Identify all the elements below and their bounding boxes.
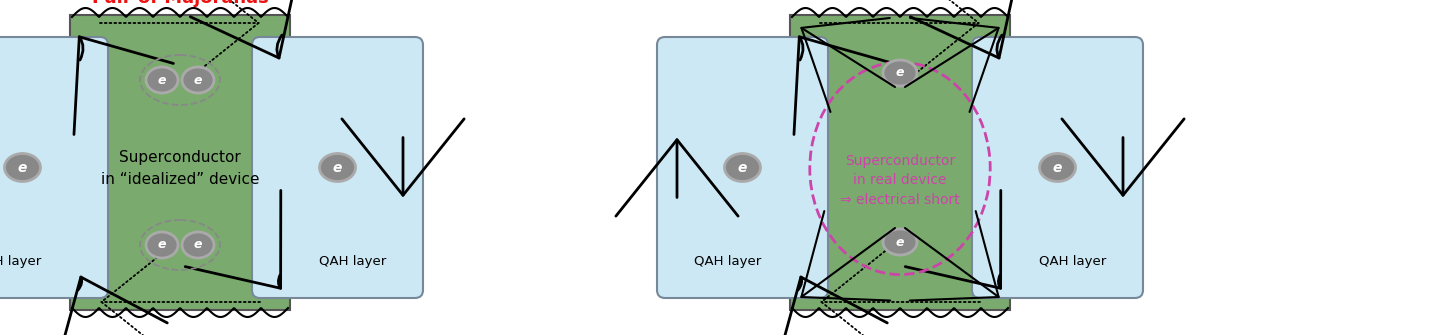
Text: Superconductor
in “idealized” device: Superconductor in “idealized” device [101, 150, 259, 187]
Text: e: e [158, 239, 166, 252]
Ellipse shape [883, 60, 917, 86]
Ellipse shape [1040, 153, 1076, 182]
Ellipse shape [145, 232, 179, 258]
FancyBboxPatch shape [972, 37, 1143, 298]
FancyBboxPatch shape [252, 37, 423, 298]
Text: e: e [158, 73, 166, 86]
Text: Superconductor
in real device
⇒ electrical short: Superconductor in real device ⇒ electric… [840, 154, 960, 207]
Text: QAH layer: QAH layer [694, 256, 762, 268]
Text: e: e [17, 160, 27, 175]
Text: e: e [194, 73, 202, 86]
Text: e: e [194, 239, 202, 252]
Ellipse shape [4, 153, 40, 182]
Text: QAH layer: QAH layer [1038, 256, 1106, 268]
FancyBboxPatch shape [0, 37, 108, 298]
Text: Pair of Majoranas: Pair of Majoranas [92, 0, 268, 7]
FancyBboxPatch shape [657, 37, 828, 298]
Text: e: e [896, 236, 904, 249]
Ellipse shape [320, 153, 356, 182]
Text: e: e [333, 160, 343, 175]
Ellipse shape [883, 229, 917, 255]
Ellipse shape [145, 67, 179, 93]
Ellipse shape [181, 232, 215, 258]
Text: e: e [737, 160, 747, 175]
Text: e: e [896, 67, 904, 79]
Text: QAH layer: QAH layer [0, 256, 42, 268]
FancyBboxPatch shape [791, 15, 1009, 310]
Ellipse shape [181, 67, 215, 93]
Text: e: e [1053, 160, 1063, 175]
Text: QAH layer: QAH layer [318, 256, 386, 268]
Ellipse shape [724, 153, 760, 182]
FancyBboxPatch shape [71, 15, 289, 310]
